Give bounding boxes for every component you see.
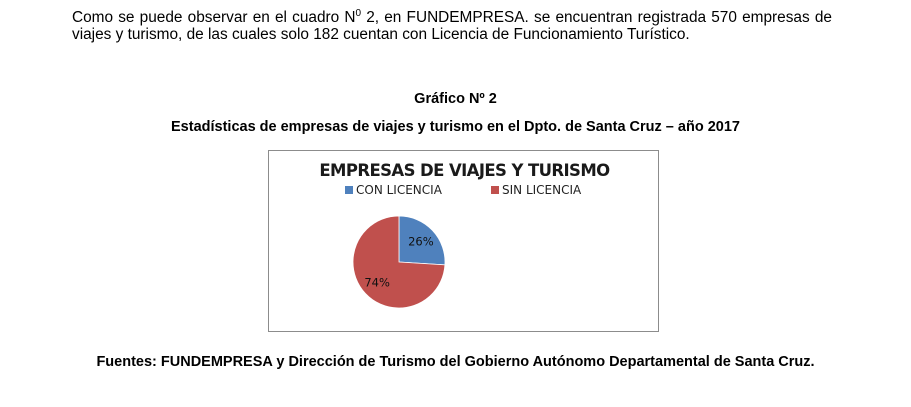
legend-swatch-con-licencia [345, 186, 353, 194]
intro-text-before: Como se puede observar en el cuadro N [72, 9, 356, 26]
chart-title: EMPRESAS DE VIAJES Y TURISMO [319, 161, 610, 180]
legend-item-con-licencia: CON LICENCIA [345, 183, 442, 197]
data-label-con-licencia: 26% [408, 234, 434, 248]
pie-slice-con-licencia [398, 215, 446, 266]
data-label-sin-licencia: 74% [364, 276, 390, 290]
legend-swatch-sin-licencia [491, 186, 499, 194]
intro-superscript: 0 [355, 8, 362, 19]
pie-slice-sin-licencia [352, 215, 446, 309]
chart-container: EMPRESAS DE VIAJES Y TURISMO CON LICENCI… [268, 150, 659, 332]
pie-chart: 26% 74% [352, 215, 446, 309]
legend-label-con-licencia: CON LICENCIA [356, 183, 442, 197]
intro-paragraph: Como se puede observar en el cuadro N0 2… [72, 8, 832, 44]
legend-item-sin-licencia: SIN LICENCIA [491, 183, 581, 197]
source-note: Fuentes: FUNDEMPRESA y Dirección de Turi… [96, 354, 815, 370]
legend-label-sin-licencia: SIN LICENCIA [502, 183, 582, 197]
figure-caption: Estadísticas de empresas de viajes y tur… [171, 119, 740, 135]
intro-text-after: 2, en FUNDEMPRESA. se encuentran registr… [72, 9, 832, 43]
figure-number: Gráfico Nº 2 [414, 91, 497, 107]
